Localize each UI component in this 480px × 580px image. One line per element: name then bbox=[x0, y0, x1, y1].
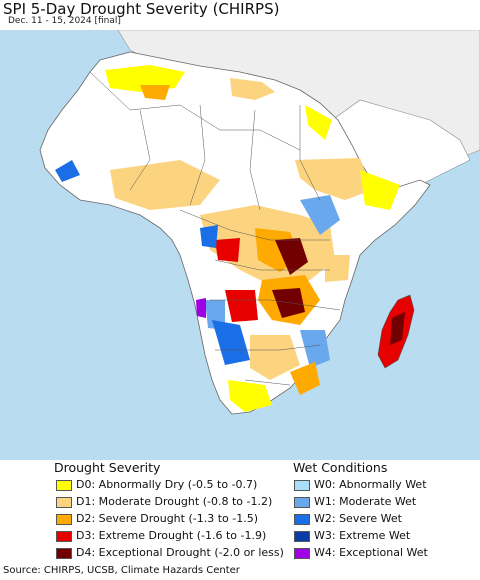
swatch-w2 bbox=[294, 514, 310, 525]
legend-label-w3: W3: Extreme Wet bbox=[314, 529, 411, 542]
swatch-w1 bbox=[294, 497, 310, 508]
legend-label-w2: W2: Severe Wet bbox=[314, 512, 402, 525]
swatch-w4 bbox=[294, 548, 310, 559]
legend-label-d3: D3: Extreme Drought (-1.6 to -1.9) bbox=[76, 529, 267, 542]
swatch-d1 bbox=[56, 497, 72, 508]
legend: Drought Severity Wet Conditions D0: Abno… bbox=[0, 460, 480, 565]
legend-label-w0: W0: Abnormally Wet bbox=[314, 478, 427, 491]
swatch-d2 bbox=[56, 514, 72, 525]
map-subtitle: Dec. 11 - 15, 2024 [final] bbox=[8, 16, 121, 26]
legend-label-d4: D4: Exceptional Drought (-2.0 or less) bbox=[76, 546, 284, 559]
legend-label-d0: D0: Abnormally Dry (-0.5 to -0.7) bbox=[76, 478, 258, 491]
swatch-d0 bbox=[56, 480, 72, 491]
legend-label-d2: D2: Severe Drought (-1.3 to -1.5) bbox=[76, 512, 259, 525]
drought-map bbox=[0, 30, 480, 460]
drought-legend-heading: Drought Severity bbox=[54, 460, 161, 475]
legend-label-d1: D1: Moderate Drought (-0.8 to -1.2) bbox=[76, 495, 273, 508]
swatch-d3 bbox=[56, 531, 72, 542]
country-borders bbox=[89, 71, 341, 386]
legend-label-w4: W4: Exceptional Wet bbox=[314, 546, 428, 559]
swatch-w0 bbox=[294, 480, 310, 491]
source-credit: Source: CHIRPS, UCSB, Climate Hazards Ce… bbox=[3, 565, 240, 576]
map-title: SPI 5-Day Drought Severity (CHIRPS) bbox=[3, 0, 280, 18]
swatch-w3 bbox=[294, 531, 310, 542]
swatch-d4 bbox=[56, 548, 72, 559]
legend-label-w1: W1: Moderate Wet bbox=[314, 495, 417, 508]
wet-legend-heading: Wet Conditions bbox=[293, 460, 388, 475]
